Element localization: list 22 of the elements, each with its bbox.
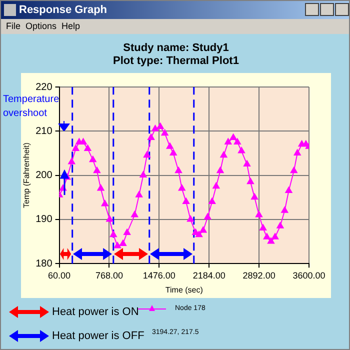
y-tick-label: 200 bbox=[36, 170, 53, 182]
x-tick-label: 3600.00 bbox=[292, 270, 326, 280]
x-axis-title: Time (sec) bbox=[165, 285, 204, 294]
text: Options bbox=[26, 21, 57, 31]
y-tick-label: 180 bbox=[36, 258, 53, 270]
chart-title: Study name: Study1 bbox=[122, 42, 230, 55]
x-tick-label: 1476.00 bbox=[142, 270, 176, 280]
x-tick-label: 768.00 bbox=[95, 270, 123, 280]
text: Heat power is ON bbox=[52, 306, 139, 318]
y-tick-label: 190 bbox=[36, 214, 53, 226]
text: File bbox=[6, 21, 21, 31]
text: Heat power is OFF bbox=[52, 330, 144, 342]
x-tick-label: 2184.00 bbox=[192, 270, 226, 280]
text: Help bbox=[62, 21, 80, 31]
chart-subtitle: Plot type: Thermal Plot1 bbox=[112, 55, 240, 68]
text: Temperature overshoot bbox=[3, 93, 60, 121]
text: Response Graph bbox=[19, 3, 108, 18]
y-tick-label: 210 bbox=[36, 126, 53, 137]
x-tick-label: 2892.00 bbox=[242, 270, 276, 280]
y-axis-title: Temp (Fahrenheit) bbox=[22, 142, 32, 208]
y-tick-label: 220 bbox=[36, 82, 53, 93]
x-tick-label: 60.00 bbox=[48, 270, 71, 280]
